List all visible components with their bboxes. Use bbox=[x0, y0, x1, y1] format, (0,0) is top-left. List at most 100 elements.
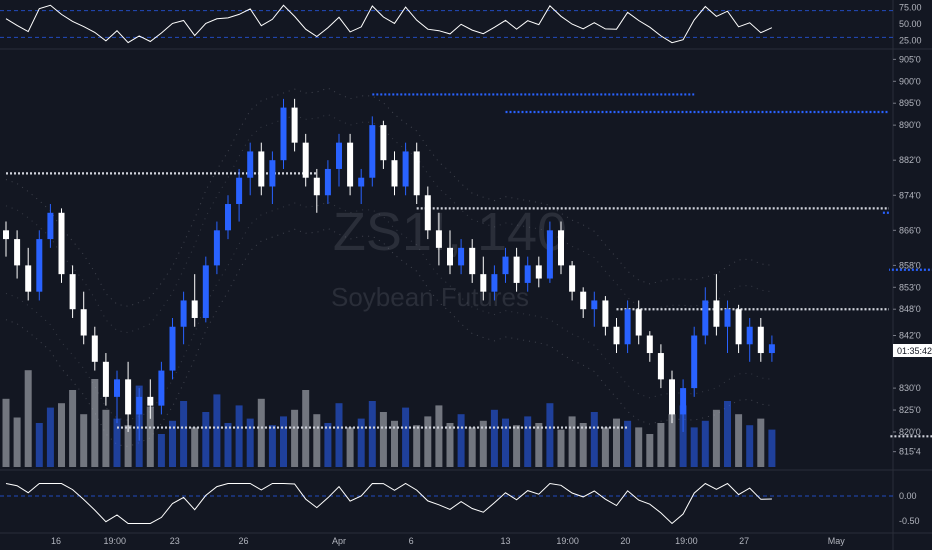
candle-body bbox=[180, 300, 187, 327]
candle-body bbox=[114, 379, 120, 397]
candle-body bbox=[102, 361, 109, 397]
volume-bar bbox=[746, 425, 754, 467]
volume-bar bbox=[246, 418, 254, 467]
candle-body bbox=[80, 309, 87, 336]
price-tick-label: 890'0 bbox=[899, 120, 921, 130]
price-tick-label: 895'0 bbox=[899, 98, 921, 108]
volume-bar bbox=[213, 394, 221, 467]
candle-body bbox=[458, 247, 465, 266]
volume-bar bbox=[191, 427, 199, 467]
candle-body bbox=[14, 239, 21, 266]
volume-bar bbox=[2, 398, 10, 467]
candle-body bbox=[724, 309, 731, 327]
oscillator-line bbox=[5, 482, 772, 525]
candle-body bbox=[302, 142, 309, 178]
candle-body bbox=[635, 309, 642, 336]
volume-bar bbox=[357, 418, 365, 467]
candle-body bbox=[569, 265, 576, 292]
time-tick-label: 20 bbox=[620, 536, 630, 546]
time-tick-label: 27 bbox=[739, 536, 749, 546]
price-tick-label: 820'0 bbox=[899, 427, 921, 437]
volume-bar bbox=[568, 416, 576, 467]
volume-bar bbox=[524, 416, 532, 467]
volume-bar bbox=[624, 420, 632, 467]
time-tick-label: 26 bbox=[239, 536, 249, 546]
candle-body bbox=[25, 265, 32, 292]
candle-body bbox=[691, 335, 698, 389]
envelope-band bbox=[5, 87, 772, 307]
candle-body bbox=[591, 300, 598, 310]
volume-bar bbox=[557, 429, 565, 467]
price-tick-label: 874'0 bbox=[899, 190, 921, 200]
time-axis[interactable]: 16 19:00 23 26 Apr 6 13 19:00 20 19:00 27 May bbox=[51, 536, 845, 546]
volume-bar bbox=[668, 414, 676, 467]
candle-body bbox=[169, 326, 176, 371]
volume-bar bbox=[224, 423, 232, 467]
last-price-countdown: 01:35:42 bbox=[897, 346, 932, 356]
volume-bar bbox=[169, 420, 176, 467]
candle-body bbox=[269, 160, 276, 187]
envelope-bands bbox=[5, 87, 772, 448]
price-tick-label: 900'0 bbox=[899, 76, 921, 86]
volume-bar bbox=[601, 427, 609, 467]
volume-bar bbox=[313, 414, 321, 467]
candle-body bbox=[280, 107, 287, 161]
volume-bar bbox=[446, 423, 454, 467]
watermark-name: Soybean Futures bbox=[331, 282, 529, 312]
volume-bar bbox=[613, 418, 620, 467]
candle-body bbox=[225, 204, 231, 231]
price-tick-label: 905'0 bbox=[899, 54, 921, 64]
candle-body bbox=[746, 326, 753, 345]
volume-bar bbox=[657, 423, 665, 467]
oscillator-pane bbox=[0, 482, 893, 525]
rsi-tick-label: 75.00 bbox=[899, 2, 922, 12]
candle-body bbox=[258, 151, 265, 187]
candle-body bbox=[125, 379, 132, 415]
candle-body bbox=[535, 265, 542, 279]
candle-body bbox=[580, 291, 587, 310]
candle-body bbox=[613, 326, 620, 345]
volume-bar bbox=[91, 379, 99, 467]
candle-body bbox=[291, 107, 298, 143]
volume-bar bbox=[113, 418, 121, 467]
candle-body bbox=[669, 379, 675, 415]
rsi-pane bbox=[0, 4, 893, 44]
candle-body bbox=[624, 309, 631, 345]
volume-bar bbox=[579, 423, 587, 467]
time-tick-label: Apr bbox=[332, 536, 346, 546]
rsi-tick-label: 25.00 bbox=[899, 36, 922, 46]
price-axis[interactable]: 905'0 900'0 895'0 890'0 882'0 874'0 866'0 858'0… bbox=[893, 54, 921, 457]
volume-bar bbox=[590, 412, 598, 467]
candle-body bbox=[247, 151, 254, 178]
candle-body bbox=[47, 212, 54, 240]
volume-bar bbox=[35, 423, 43, 467]
candle-body bbox=[558, 230, 564, 266]
envelope-band bbox=[5, 113, 772, 334]
volume-bar bbox=[80, 414, 88, 467]
volume-bar bbox=[291, 409, 299, 467]
volume-bar bbox=[324, 423, 332, 467]
candle-body bbox=[524, 265, 531, 283]
rsi-tick-label: 50.00 bbox=[899, 19, 922, 29]
volume-bar bbox=[712, 409, 720, 467]
price-candles bbox=[3, 98, 775, 441]
candle-body bbox=[236, 177, 243, 205]
candle-body bbox=[158, 370, 165, 406]
candle-body bbox=[324, 168, 331, 196]
time-tick-label: 13 bbox=[500, 536, 510, 546]
volume-bar bbox=[235, 405, 243, 467]
volume-bar bbox=[335, 403, 343, 467]
time-tick-label: 16 bbox=[51, 536, 61, 546]
last-price-label: 01:35:42 bbox=[893, 344, 932, 357]
oscillator-tick-label: -0.50 bbox=[899, 516, 920, 526]
price-tick-label: 866'0 bbox=[899, 225, 921, 235]
candle-body bbox=[435, 230, 442, 248]
volume-bar bbox=[268, 425, 276, 467]
candle-body bbox=[36, 239, 43, 292]
volume-bar bbox=[768, 429, 776, 467]
candle-body bbox=[380, 125, 387, 161]
volume-bar bbox=[757, 418, 765, 467]
candle-body bbox=[680, 388, 687, 415]
candle-body bbox=[136, 396, 143, 415]
volume-bar bbox=[513, 425, 521, 467]
